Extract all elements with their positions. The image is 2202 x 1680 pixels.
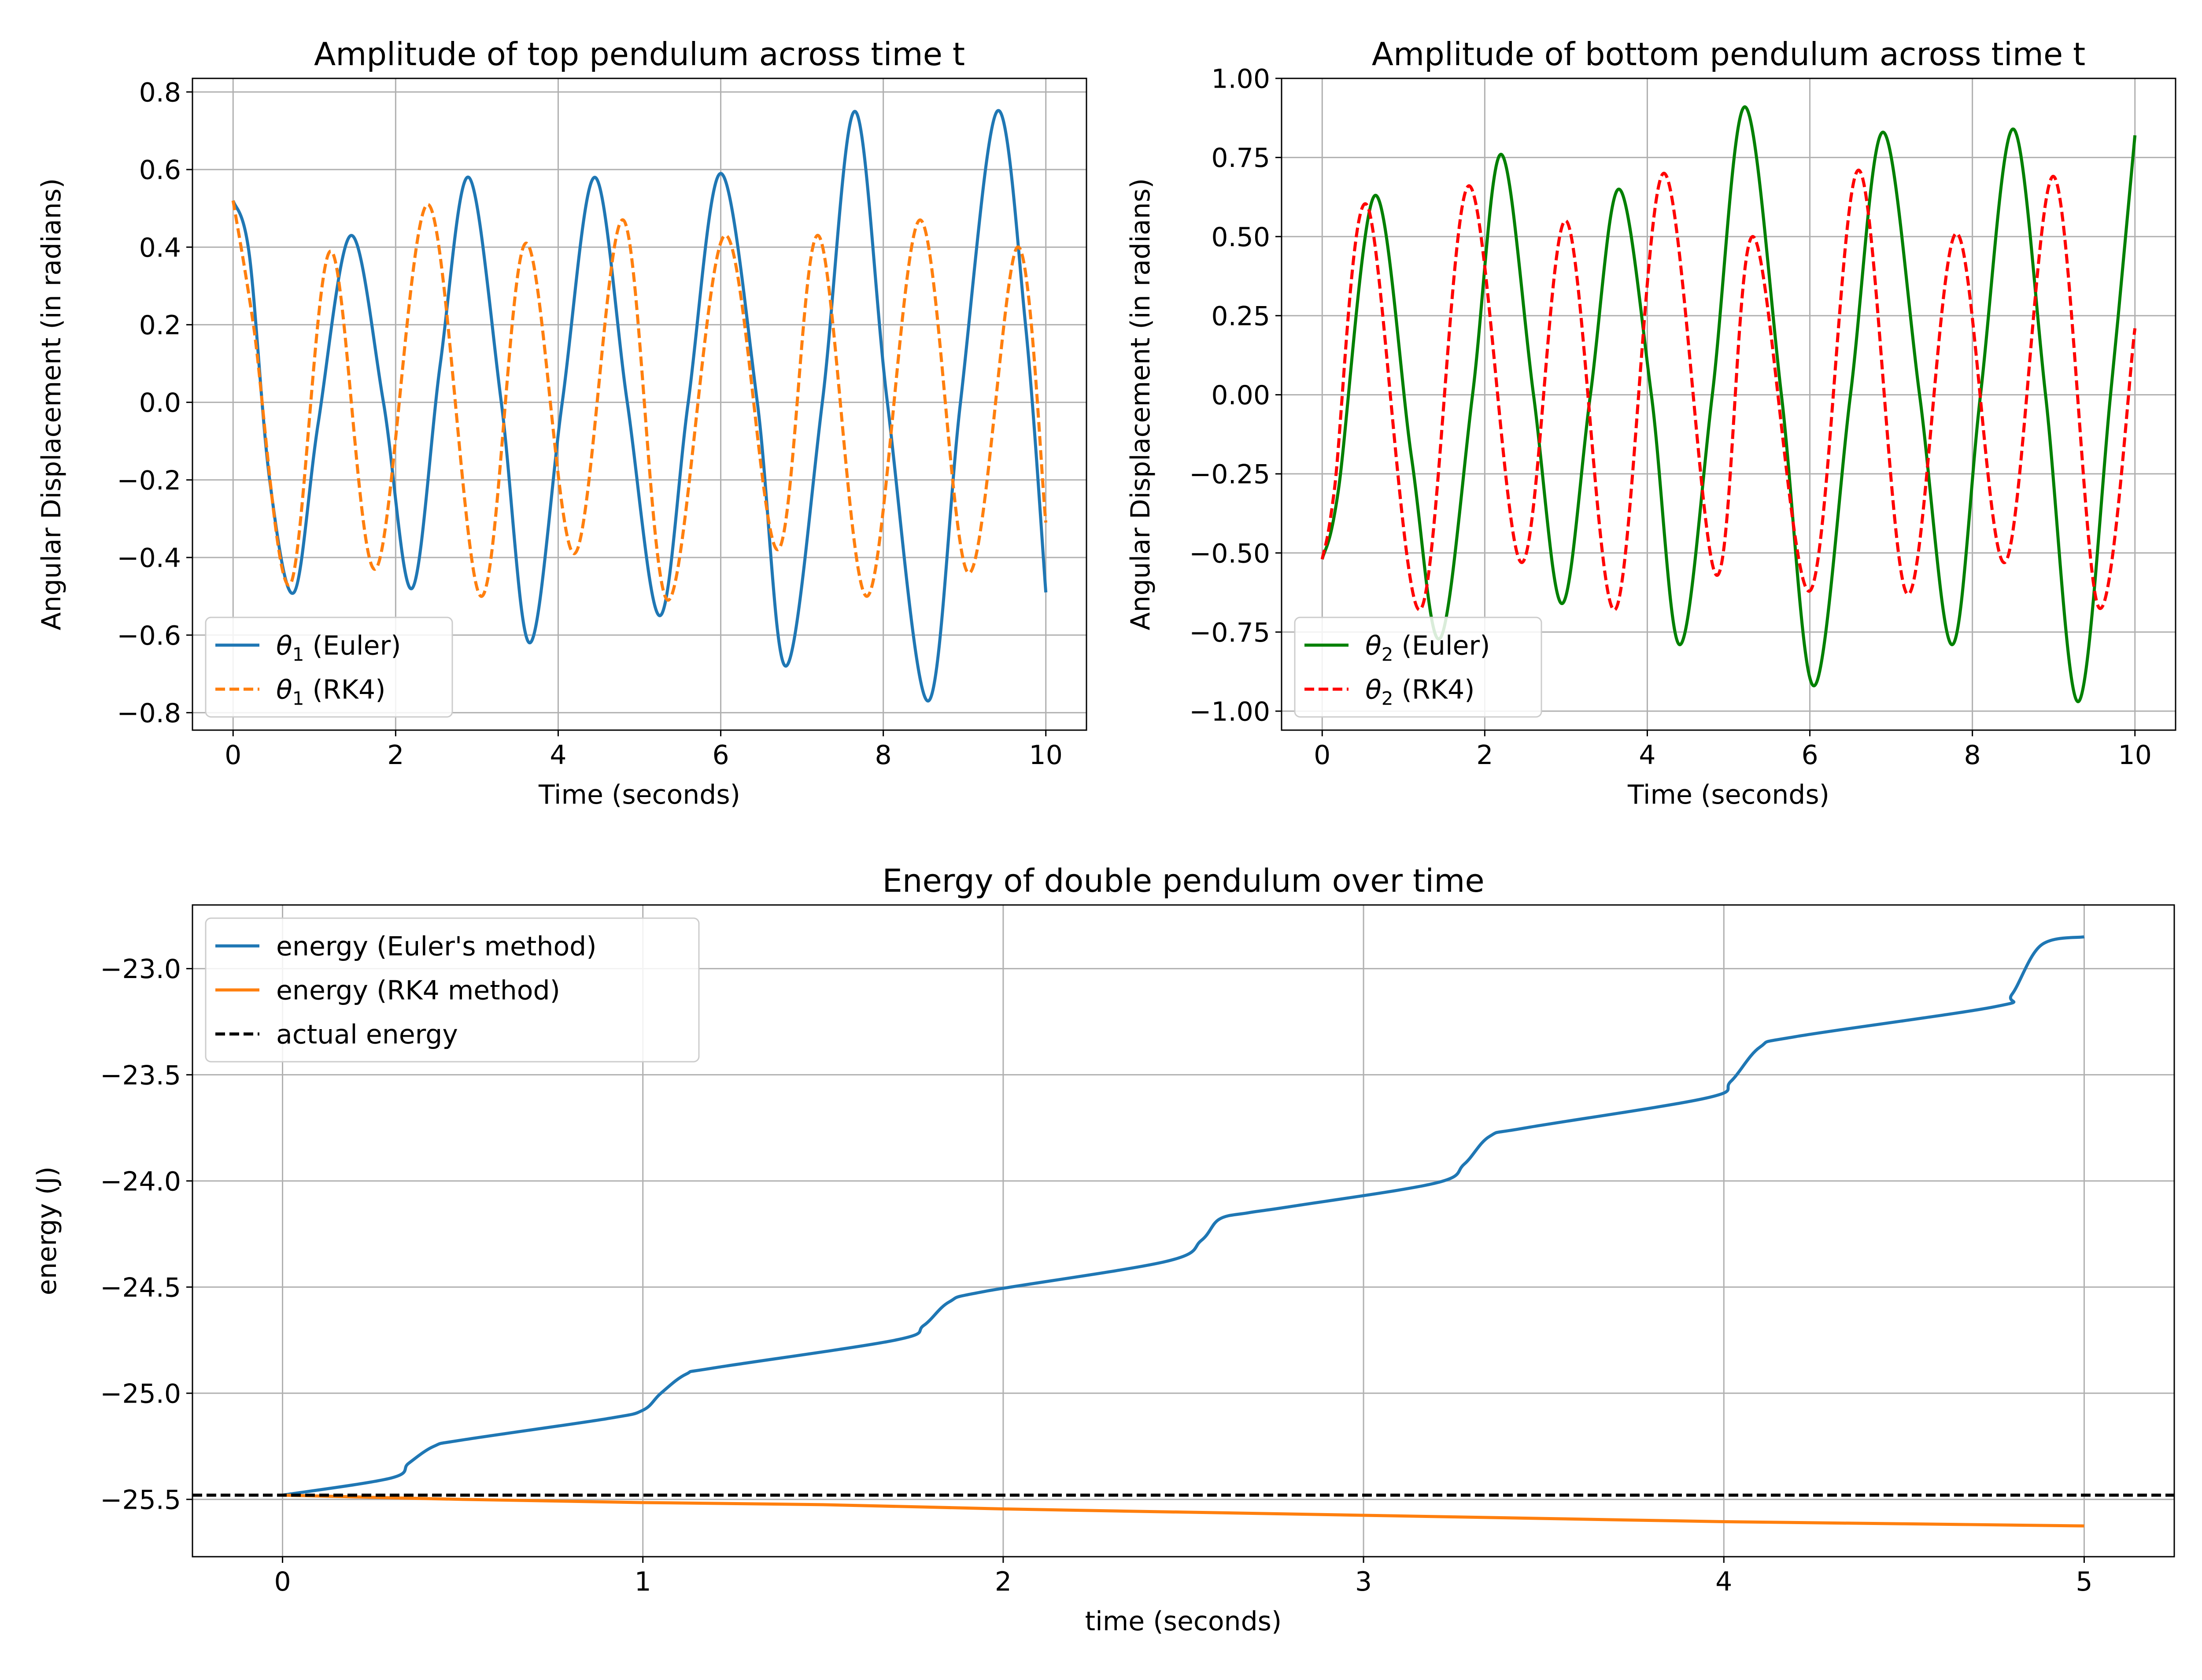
- y-tick-label: −0.50: [1189, 538, 1270, 569]
- top-axes-frame: [192, 78, 1087, 731]
- x-tick-label: 6: [1801, 740, 1818, 771]
- y-tick-label: −23.5: [100, 1060, 181, 1091]
- legend-label-suffix: (RK4): [304, 675, 385, 705]
- y-tick-label: 0.75: [1211, 143, 1270, 174]
- energy-series-line-0: [282, 935, 2085, 1497]
- y-tick-label: 0.0: [139, 388, 181, 418]
- bottom-axes-frame: [1281, 78, 2176, 731]
- x-tick-label: 2: [995, 1566, 1012, 1597]
- legend-label: energy (RK4 method): [276, 975, 560, 1006]
- top-series-line-1: [231, 200, 1048, 602]
- energy-series-line-1: [282, 1493, 2084, 1528]
- bottom-chart-title: Amplitude of bottom pendulum across time…: [1372, 36, 2086, 73]
- top-chart-title: Amplitude of top pendulum across time t: [314, 36, 965, 73]
- y-tick-label: −24.5: [100, 1272, 181, 1303]
- bottom-pendulum-chart: Amplitude of bottom pendulum across time…: [1125, 36, 2176, 810]
- legend-label-subscript: 2: [1382, 688, 1393, 709]
- x-tick-label: 2: [387, 740, 404, 771]
- legend-box: [1294, 617, 1542, 718]
- x-tick-label: 8: [1964, 740, 1981, 771]
- y-tick-label: −0.4: [117, 543, 181, 574]
- y-tick-label: 0.00: [1211, 380, 1270, 411]
- x-tick-label: 4: [1715, 1566, 1732, 1597]
- legend-label-subscript: 2: [1382, 644, 1393, 665]
- x-tick-label: 0: [1314, 740, 1330, 771]
- legend-label-symbol: θ: [276, 631, 292, 661]
- y-tick-label: −0.2: [117, 465, 181, 496]
- energy-legend: energy (Euler's method) energy (RK4 metho…: [205, 917, 700, 1063]
- legend-label-suffix: (RK4): [1393, 675, 1474, 705]
- y-tick-label: −0.6: [117, 620, 181, 651]
- bottom-chart-x-axis-label: Time (seconds): [1627, 779, 1829, 810]
- legend-label: energy (Euler's method): [276, 931, 597, 962]
- y-tick-label: −25.0: [100, 1378, 181, 1409]
- legend-label: θ1 (Euler): [276, 631, 401, 665]
- x-tick-label: 10: [1029, 740, 1063, 771]
- top-series-group: [231, 109, 1048, 703]
- x-tick-label: 0: [225, 740, 241, 771]
- y-tick-label: 1.00: [1211, 64, 1270, 95]
- top-chart-y-axis-label: Angular Displacement (in radians): [36, 178, 67, 631]
- legend-label-symbol: θ: [276, 675, 292, 705]
- x-tick-label: 4: [550, 740, 566, 771]
- legend-label-subscript: 1: [292, 644, 304, 665]
- legend-label-suffix: (Euler): [1393, 631, 1490, 661]
- y-tick-label: −23.0: [100, 954, 181, 985]
- x-tick-label: 3: [1355, 1566, 1372, 1597]
- energy-chart-title: Energy of double pendulum over time: [882, 862, 1484, 899]
- y-tick-label: −0.25: [1189, 459, 1270, 490]
- y-tick-label: −1.00: [1189, 696, 1270, 727]
- legend-label: θ2 (Euler): [1365, 631, 1490, 665]
- bottom-legend: θ2 (Euler)θ2 (RK4): [1294, 617, 1542, 718]
- y-tick-label: 0.8: [139, 77, 181, 108]
- top-legend: θ1 (Euler)θ1 (RK4): [205, 617, 453, 718]
- legend-label: θ2 (RK4): [1365, 675, 1475, 709]
- legend-label-suffix: (Euler): [304, 631, 401, 661]
- bottom-series-line-0: [1320, 105, 2137, 703]
- y-tick-label: 0.25: [1211, 301, 1270, 332]
- y-tick-label: −0.8: [117, 698, 181, 729]
- x-tick-label: 1: [635, 1566, 651, 1597]
- x-tick-label: 8: [875, 740, 892, 771]
- legend-box: [205, 917, 700, 1063]
- legend-label-symbol: θ: [1365, 631, 1382, 661]
- x-tick-label: 10: [2118, 740, 2152, 771]
- legend-label-symbol: θ: [1365, 675, 1382, 705]
- energy-series-group: [192, 935, 2174, 1528]
- x-tick-label: 5: [2076, 1566, 2092, 1597]
- energy-chart: Energy of double pendulum over time time…: [32, 862, 2175, 1637]
- energy-axes-frame: [192, 904, 2175, 1558]
- y-tick-label: −25.5: [100, 1484, 181, 1515]
- bottom-series-group: [1320, 105, 2137, 703]
- y-tick-label: −0.75: [1189, 617, 1270, 648]
- y-tick-label: 0.6: [139, 155, 181, 186]
- bottom-series-line-1: [1320, 168, 2137, 612]
- y-tick-label: 0.50: [1211, 222, 1270, 253]
- legend-box: [205, 617, 453, 718]
- top-series-line-0: [231, 109, 1048, 703]
- y-tick-label: −24.0: [100, 1166, 181, 1197]
- legend-label: θ1 (RK4): [276, 675, 386, 709]
- y-tick-label: 0.2: [139, 310, 181, 341]
- top-chart-x-axis-label: Time (seconds): [538, 779, 740, 810]
- legend-label-subscript: 1: [292, 688, 304, 709]
- energy-chart-x-axis-label: time (seconds): [1085, 1606, 1282, 1637]
- x-tick-label: 6: [712, 740, 729, 771]
- legend-label: actual energy: [276, 1019, 458, 1050]
- x-tick-label: 4: [1639, 740, 1655, 771]
- top-pendulum-chart: Amplitude of top pendulum across time t …: [36, 36, 1087, 810]
- bottom-chart-y-axis-label: Angular Displacement (in radians): [1125, 178, 1156, 631]
- energy-chart-y-axis-label: energy (J): [32, 1167, 63, 1296]
- x-tick-label: 2: [1476, 740, 1493, 771]
- y-tick-label: 0.4: [139, 233, 181, 263]
- x-tick-label: 0: [274, 1566, 291, 1597]
